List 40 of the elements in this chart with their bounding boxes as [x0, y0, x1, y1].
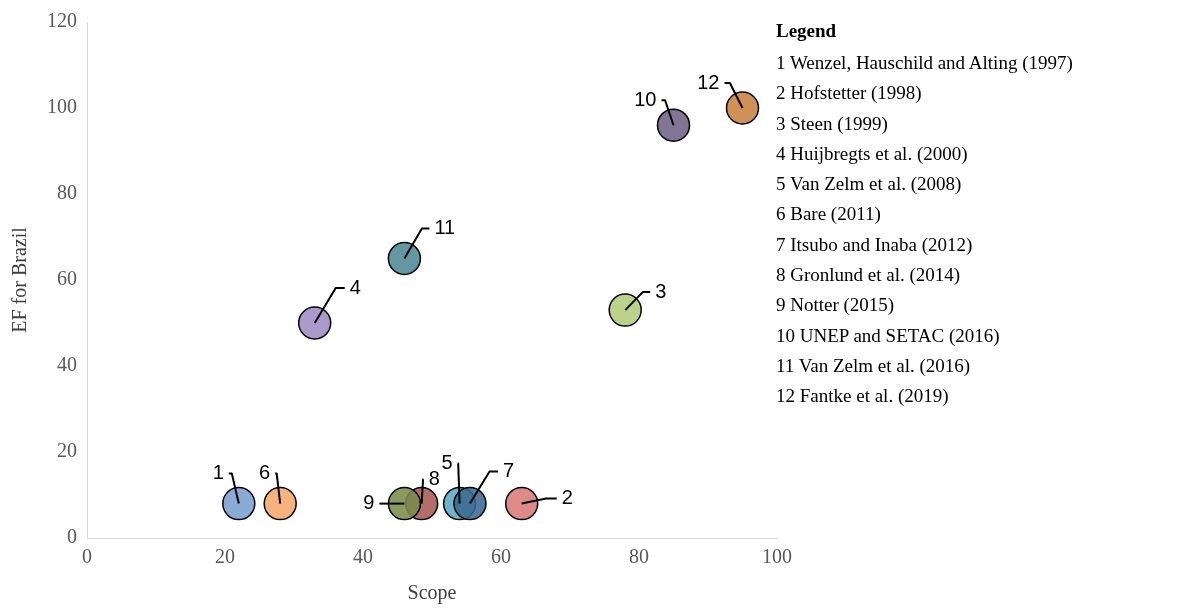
annotation: 12 [697, 70, 720, 93]
x-tick-label: 80 [629, 545, 649, 568]
annotation: 10 [634, 87, 657, 110]
annotation: 6 [259, 461, 271, 484]
annotation: 2 Hofstetter (1998) [776, 81, 923, 106]
annotation: 1 Wenzel, Hauschild and Alting (1997) [776, 51, 1073, 75]
x-axis-title: Scope [407, 581, 457, 605]
y-tick-label: 100 [47, 95, 77, 118]
annotation: 7 [502, 459, 515, 482]
y-tick-label: 120 [47, 9, 77, 32]
annotation: 2 [561, 486, 573, 509]
annotation: 9 [363, 491, 375, 514]
x-tick-label: 60 [491, 545, 511, 568]
annotation: 4 [349, 275, 361, 298]
annotation: 12 Fantke et al. (2019) [776, 384, 950, 409]
x-tick-label: 40 [353, 545, 373, 568]
y-tick-label: 40 [57, 353, 77, 376]
annotation: 5 Van Zelm et al. (2008) [776, 172, 963, 197]
annotation: 8 [428, 467, 440, 490]
annotation: 9 Notter (2015) [776, 293, 896, 318]
annotation: 1 [212, 461, 224, 484]
annotation: 4 Huijbregts et al. (2000) [776, 141, 969, 166]
annotation: 3 Steen (1999) [776, 111, 889, 136]
annotation: 5 [441, 451, 453, 474]
annotation: 11 [434, 216, 456, 239]
x-tick-label: 20 [215, 545, 235, 568]
annotation: 3 [655, 279, 667, 302]
annotation: 10 UNEP and SETAC (2016) [776, 323, 1001, 348]
legend-title: Legend [776, 20, 838, 42]
annotation: 11 Van Zelm et al. (2016) [776, 353, 972, 378]
y-tick-label: 60 [57, 267, 77, 290]
annotation: 6 Bare (2011) [776, 202, 882, 227]
annotation: 7 Itsubo and Inaba (2012) [776, 232, 974, 257]
x-tick-label: 100 [762, 545, 792, 568]
y-tick-label: 0 [67, 525, 77, 548]
x-tick-label: 0 [82, 545, 92, 568]
annotation: 8 Gronlund et al. (2014) [776, 263, 962, 288]
y-axis-title: EF for Brazil [8, 226, 31, 333]
y-tick-label: 80 [57, 181, 77, 204]
y-tick-label: 20 [57, 439, 77, 462]
